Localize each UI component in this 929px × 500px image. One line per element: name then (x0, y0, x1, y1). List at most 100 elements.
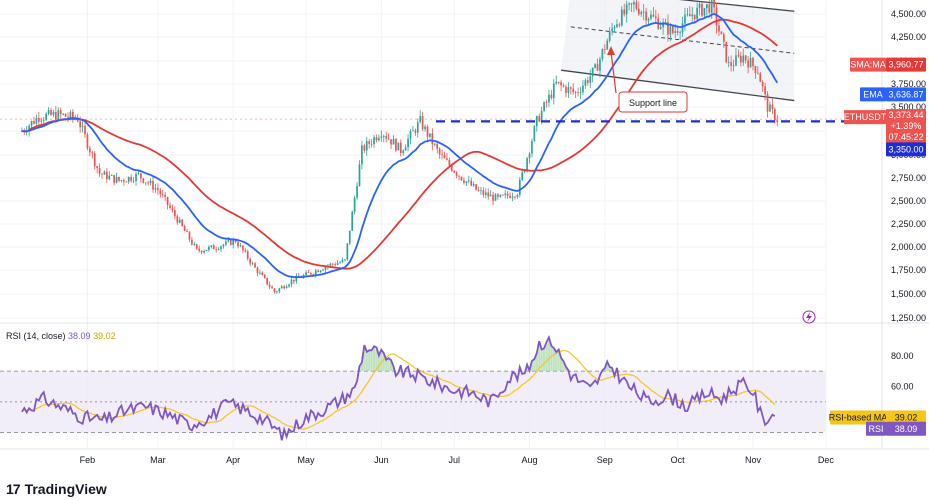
ema-name-tag-bg (860, 87, 886, 102)
candle-body (110, 175, 113, 176)
candle-body (567, 87, 570, 93)
candle-body (433, 143, 436, 145)
candle-body (509, 195, 511, 198)
candle-body (93, 153, 96, 167)
candle-body (144, 182, 147, 184)
candle-body (98, 168, 101, 174)
candle-body (412, 130, 414, 132)
x-tick-label: Oct (671, 455, 686, 465)
candle-body (402, 150, 405, 154)
candle-body (654, 16, 657, 19)
last-price-countdown: 07:45:22 (888, 132, 923, 142)
rsi-line (21, 334, 776, 441)
last-price-symbol-tag-bg (844, 110, 886, 125)
candle-body (414, 130, 417, 133)
candle-body (125, 181, 128, 183)
candle-body (205, 249, 208, 251)
candle-body (565, 86, 567, 93)
candle-body (650, 14, 652, 19)
candle-body (528, 153, 531, 159)
candle-body (446, 158, 448, 160)
candle-body (518, 179, 521, 195)
candle-body (773, 108, 776, 121)
x-tick-label: Jul (448, 455, 460, 465)
candle-body (645, 11, 647, 21)
candle-body (543, 102, 545, 111)
candle-body (521, 172, 524, 180)
candle-body (174, 210, 176, 217)
candle-body (771, 104, 774, 109)
candle-body (438, 148, 441, 155)
candle-body (652, 14, 655, 17)
candle-body (164, 194, 167, 198)
rsi-ma-header-value: 39.02 (93, 331, 116, 341)
ema-line (21, 12, 779, 279)
candle-body (246, 251, 249, 259)
candle-body (322, 269, 324, 271)
sma-name-tag: SMA:MA (850, 60, 886, 70)
candle-body (317, 270, 320, 273)
candle-body (416, 122, 419, 133)
candle-body (263, 275, 266, 278)
candle-body (324, 266, 327, 270)
candle-body (696, 7, 698, 20)
candle-body (577, 92, 579, 94)
candle-body (310, 272, 312, 275)
candle-body (475, 184, 477, 190)
candle-body (341, 259, 344, 263)
candle-body (387, 138, 390, 140)
candle-body (84, 125, 86, 135)
candle-body (676, 31, 679, 33)
candle-body (212, 245, 215, 250)
candle-body (669, 26, 672, 35)
candle-body (426, 126, 429, 137)
candle-body (397, 142, 400, 151)
candle-body (33, 121, 35, 124)
candle-body (380, 136, 383, 138)
candles (21, 0, 779, 294)
candle-body (482, 190, 485, 195)
candle-body (465, 181, 468, 183)
candle-body (363, 145, 366, 151)
rsi-title: RSI (14, close) 38.09 39.02 (6, 331, 116, 341)
candle-body (21, 131, 23, 132)
channel-upper-line (678, 0, 795, 12)
x-tick-label: May (298, 455, 316, 465)
candle-body (200, 250, 203, 253)
candle-body (137, 173, 140, 175)
candle-body (504, 193, 507, 195)
lightning-bolt-icon (806, 312, 812, 322)
candle-body (574, 91, 577, 93)
candle-body (710, 0, 713, 13)
candle-body (737, 55, 740, 57)
candle-body (725, 41, 728, 63)
candle-body (618, 24, 621, 26)
candle-body (628, 3, 630, 5)
candle-body (698, 3, 701, 8)
candle-body (181, 219, 184, 226)
candle-body (373, 137, 375, 145)
candle-body (586, 80, 589, 83)
y-tick-label: 2,750.00 (891, 173, 926, 183)
candle-body (356, 186, 358, 198)
candle-body (69, 111, 72, 118)
candle-body (647, 18, 650, 21)
candle-body (193, 244, 196, 245)
candle-body (608, 31, 611, 41)
candle-body (283, 286, 286, 289)
candle-body (589, 76, 592, 83)
candle-body (545, 102, 548, 104)
candle-body (351, 211, 354, 231)
candle-body (358, 164, 361, 187)
channel-mid-line (570, 26, 795, 54)
candle-body (620, 9, 623, 26)
candle-body (705, 4, 708, 9)
candle-body (404, 147, 407, 151)
rsi-header-value: 38.09 (68, 331, 93, 341)
candle-body (480, 190, 482, 192)
candle-body (596, 64, 599, 71)
overlays: Support line (0, 46, 886, 324)
y-tick-label: 1,500.00 (891, 289, 926, 299)
candle-body (599, 59, 601, 71)
